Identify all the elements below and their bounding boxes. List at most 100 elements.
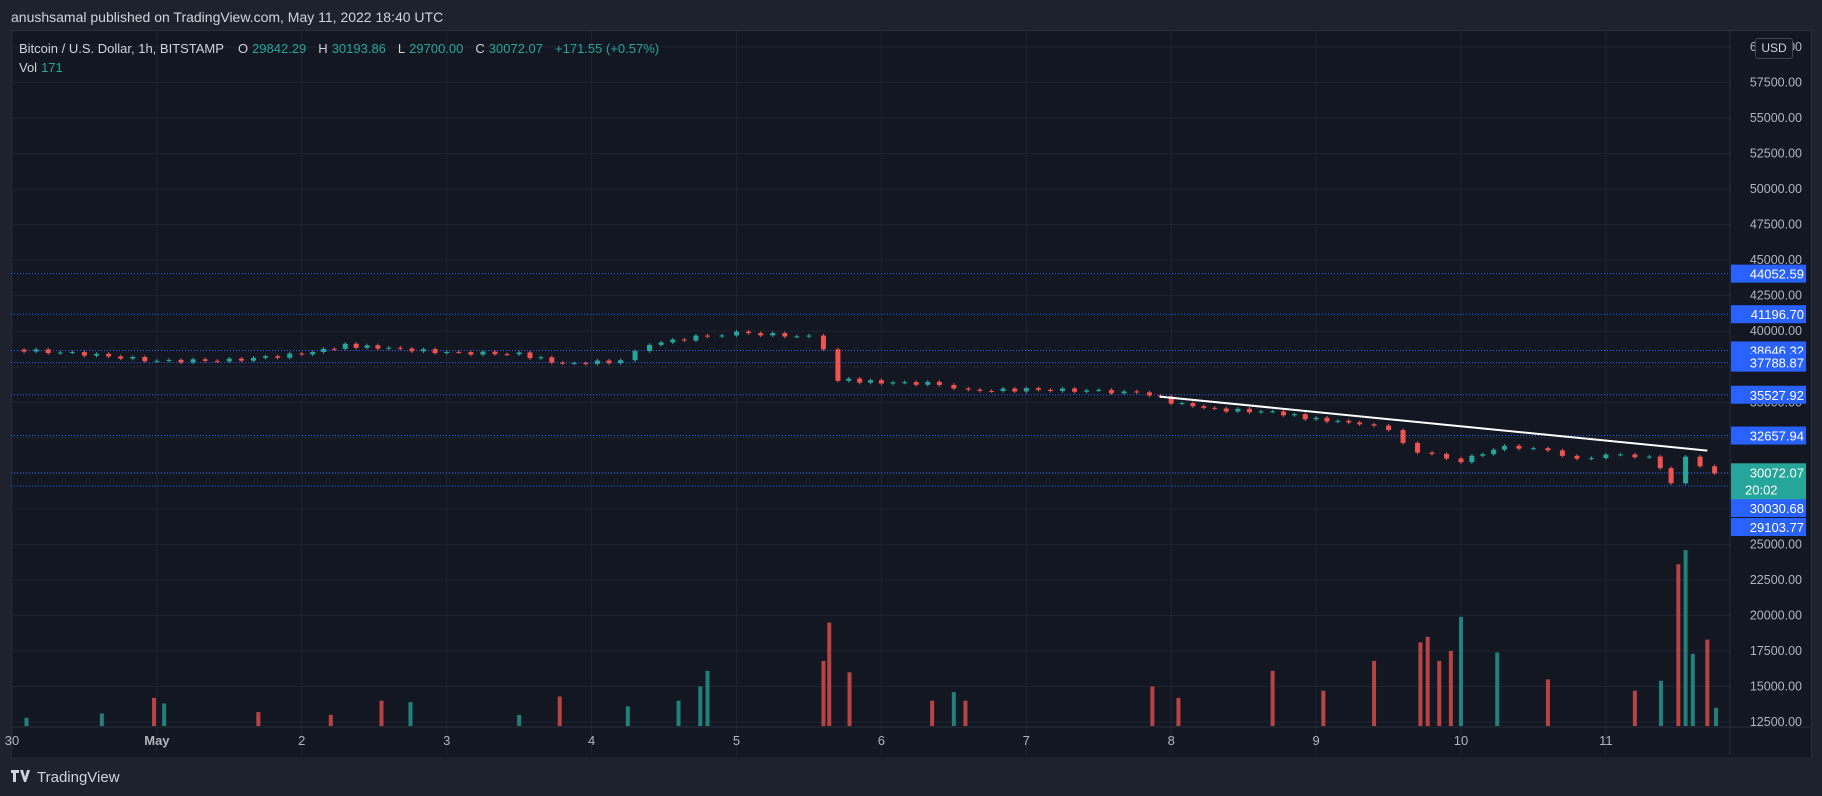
volume-bar [676, 700, 681, 726]
volume-bar [930, 700, 935, 726]
candle-body [794, 336, 800, 338]
candle-body [409, 348, 415, 352]
price-axis-tick: 55000.00 [1750, 111, 1802, 125]
volume-label[interactable]: Vol [19, 60, 38, 75]
candle-body [1168, 396, 1174, 404]
price-axis-tick: 50000.00 [1750, 182, 1802, 196]
candle-body [936, 381, 942, 386]
volume-bar [1714, 707, 1719, 726]
candle-body [1429, 452, 1435, 454]
candle-body [130, 356, 136, 359]
candle-body [190, 359, 196, 363]
candle-body [965, 388, 971, 390]
candle-body [226, 358, 232, 362]
brand-logo[interactable]: TradingView [11, 769, 120, 786]
symbol-label[interactable]: Bitcoin / U.S. Dollar, 1h, BITSTAMP [19, 41, 224, 56]
candle-body [719, 335, 725, 337]
price-axis-tick: 57500.00 [1750, 76, 1802, 90]
candle-body [1415, 442, 1421, 453]
open-value: 29842.29 [252, 41, 307, 56]
level-label: 41196.70 [1751, 307, 1804, 322]
candle-body [310, 352, 316, 355]
candle-body [1346, 420, 1352, 423]
time-axis-tick: 7 [1023, 733, 1030, 748]
volume-bar [517, 714, 522, 726]
brand-name: TradingView [37, 769, 120, 786]
candle-body [1559, 450, 1565, 456]
candle-body [1035, 388, 1041, 390]
time-axis-tick: May [144, 733, 170, 748]
candle-body [583, 363, 589, 365]
currency-button[interactable]: USD [1755, 38, 1793, 59]
candle-body [693, 335, 699, 341]
level-label-box [1731, 499, 1806, 517]
candle-body [287, 353, 293, 358]
candle-body [902, 382, 908, 384]
candle-body [516, 352, 522, 355]
candle-body [1480, 454, 1486, 456]
price-candles [21, 329, 1718, 485]
candle-body [782, 333, 788, 337]
level-label-box [1731, 353, 1806, 372]
volume-bar [408, 702, 413, 726]
candle-body [1712, 466, 1718, 474]
candle-body [1313, 417, 1319, 420]
candle-body [1646, 456, 1652, 458]
candle-body [632, 351, 638, 361]
price-axis-tick: 12500.00 [1750, 715, 1802, 729]
volume-bar [557, 696, 562, 726]
tradingview-logo-icon [11, 770, 31, 785]
candle-body [1530, 448, 1536, 450]
volume-bar [847, 672, 852, 726]
candle-body [1012, 388, 1018, 392]
level-label-box [1731, 305, 1806, 324]
volume-bar [24, 717, 29, 726]
candle-body [263, 356, 269, 358]
price-axis: 60000.0057500.0055000.0052500.0050000.00… [1750, 40, 1802, 729]
candle-body [342, 343, 348, 349]
candle-body [1280, 411, 1286, 416]
candle-body [1121, 391, 1127, 394]
volume-bar [1418, 642, 1423, 726]
level-label: 29103.77 [1750, 520, 1804, 535]
volume-bars [24, 550, 1719, 726]
level-labels: 44052.5941196.7038646.3237788.8735527.92… [1731, 264, 1806, 536]
candle-body [734, 331, 739, 336]
candle-body [820, 335, 826, 350]
candle-body [1235, 408, 1241, 412]
low-label: L [397, 41, 406, 56]
volume-bar [1658, 680, 1663, 726]
open-label: O [237, 41, 249, 56]
candle-body [705, 335, 711, 337]
volume-bar [1437, 660, 1442, 726]
candle-body [846, 378, 852, 381]
candle-body [504, 354, 510, 356]
time-axis-tick: 6 [878, 733, 885, 748]
volume-bar [1372, 660, 1377, 726]
candle-body [1060, 388, 1066, 392]
volume-bar [1150, 686, 1155, 726]
candle-body [94, 353, 100, 356]
candle-body [1617, 454, 1623, 456]
volume-bar [827, 622, 832, 726]
candle-body [1146, 392, 1152, 396]
candle-body [456, 351, 462, 353]
candle-body [375, 345, 381, 349]
close-label: C [475, 41, 485, 56]
candle-body [299, 353, 305, 355]
candle-body [21, 349, 27, 352]
candle-body [118, 356, 124, 359]
candle-body [1357, 422, 1363, 425]
volume-bar [698, 686, 703, 726]
candle-body [1545, 448, 1551, 451]
candle-body [1212, 407, 1218, 409]
chart-panel[interactable] [11, 30, 1812, 758]
candle-body [432, 349, 438, 354]
trendline [1159, 395, 1708, 452]
candle-body [527, 352, 533, 359]
level-label-box [1731, 264, 1806, 283]
publisher-line: anushsamal published on TradingView.com,… [11, 9, 444, 25]
candle-body [1371, 424, 1377, 426]
candle-body [1697, 456, 1703, 467]
